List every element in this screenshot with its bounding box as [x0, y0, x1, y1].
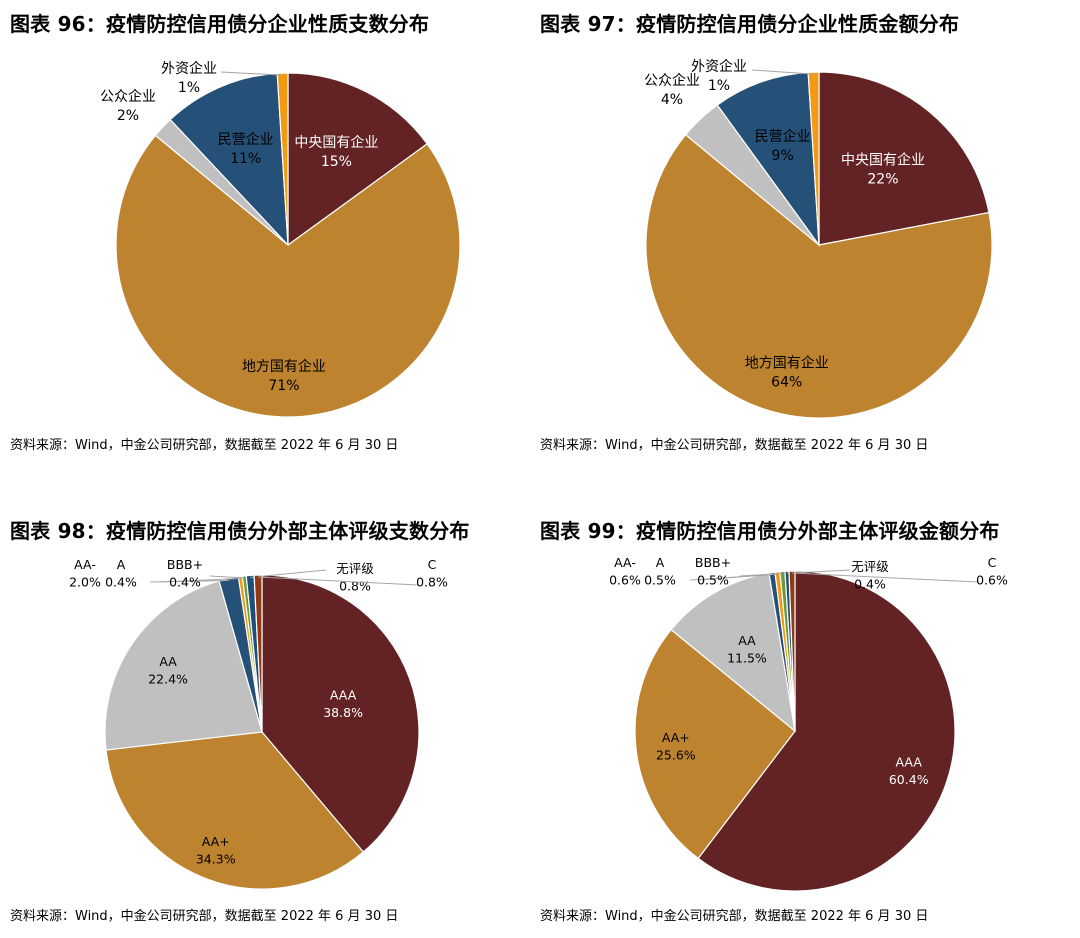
slice-label: AAA [896, 754, 923, 769]
slice-percent: 1% [178, 80, 200, 96]
slice-percent: 2% [117, 108, 139, 124]
slice-percent: 22% [867, 172, 898, 188]
slice-label: 民营企业 [755, 128, 811, 145]
source-note: 资料来源：Wind，中金公司研究部，数据截至 2022 年 6 月 30 日 [10, 909, 399, 924]
slice-percent: 64% [771, 375, 802, 391]
pie-slice [645, 133, 993, 419]
slice-label: 公众企业 [100, 88, 156, 105]
pie-slice [105, 731, 365, 890]
leader-line [159, 578, 241, 583]
pie-slice [716, 71, 820, 248]
slice-percent: 0.4% [854, 577, 886, 592]
slice-percent: 0.5% [697, 573, 729, 588]
leader-line [258, 576, 419, 586]
leader-line [220, 71, 283, 76]
slice-label: AA- [74, 557, 96, 572]
pie-slice [697, 570, 956, 892]
slice-label: 无评级 [336, 561, 374, 576]
slice-label: A [117, 557, 126, 572]
slice-label: A [656, 555, 665, 570]
slice-percent: 9% [772, 148, 794, 164]
slice-label: 中央国有企业 [841, 152, 925, 169]
slice-label: BBB+ [167, 557, 203, 572]
slice-percent: 60.4% [889, 772, 929, 787]
slice-label: AA [738, 633, 756, 648]
slice-label: 地方国有企业 [242, 358, 326, 375]
chart-title: 图表 98：疫情防控信用债分外部主体评级支数分布 [10, 519, 470, 543]
slice-percent: 11.5% [727, 650, 767, 665]
slice-label: AA [159, 654, 177, 669]
slice-percent: 11% [230, 151, 261, 167]
pie-slice [253, 574, 263, 733]
slice-label: 无评级 [851, 559, 889, 574]
slice-label: 公众企业 [644, 72, 700, 89]
source-note: 资料来源：Wind，中金公司研究部，数据截至 2022 年 6 月 30 日 [540, 438, 929, 453]
leader-line [250, 569, 327, 578]
leader-line [791, 572, 979, 583]
slice-label: 外资企业 [691, 58, 747, 75]
slice-percent: 15% [321, 154, 352, 170]
slice-label: 外资企业 [161, 60, 217, 77]
slice-label: BBB+ [695, 555, 731, 570]
pie-slice [818, 71, 990, 246]
slice-percent: 0.8% [416, 575, 448, 590]
pie-slice [287, 72, 428, 247]
slice-percent: 0.6% [609, 573, 641, 588]
slice-label: C [988, 555, 997, 570]
pie-slice [276, 72, 289, 246]
slice-percent: 71% [268, 378, 299, 394]
slice-percent: 34.3% [196, 851, 236, 866]
slice-label: AA+ [662, 730, 690, 745]
slice-percent: 2.0% [69, 575, 101, 590]
slice-percent: 38.8% [323, 705, 363, 720]
pie-slice [169, 72, 289, 247]
leader-line [739, 573, 783, 577]
pie-slice [115, 134, 461, 418]
slice-percent: 0.6% [976, 573, 1008, 588]
pie-slice [788, 570, 796, 732]
leader-line [209, 575, 245, 579]
source-note: 资料来源：Wind，中金公司研究部，数据截至 2022 年 6 月 30 日 [540, 909, 929, 924]
slice-percent: 0.5% [644, 573, 676, 588]
slice-label: AAA [330, 687, 357, 702]
slice-percent: 4% [661, 92, 683, 108]
pie-slice [261, 574, 420, 853]
slice-percent: 22.4% [148, 672, 188, 687]
chart-title: 图表 99：疫情防控信用债分外部主体评级金额分布 [540, 519, 1000, 543]
slice-percent: 1% [708, 78, 730, 94]
slice-label: 中央国有企业 [294, 134, 378, 151]
chart-title: 图表 96：疫情防控信用债分企业性质支数分布 [10, 12, 430, 36]
slice-label: AA+ [202, 834, 230, 849]
pie-slice [807, 71, 820, 246]
slice-percent: 0.4% [169, 575, 201, 590]
chart-title: 图表 97：疫情防控信用债分企业性质金额分布 [540, 12, 960, 36]
pie-slice [634, 628, 796, 860]
slice-label: AA- [614, 555, 636, 570]
slice-label: C [428, 557, 437, 572]
slice-percent: 25.6% [656, 748, 696, 763]
leader-line [787, 569, 851, 574]
slice-label: 民营企业 [218, 131, 274, 148]
source-note: 资料来源：Wind，中金公司研究部，数据截至 2022 年 6 月 30 日 [10, 438, 399, 453]
slice-percent: 0.4% [105, 575, 137, 590]
pie-slice [104, 580, 263, 751]
slice-label: 地方国有企业 [745, 355, 829, 372]
leader-line [751, 69, 814, 75]
